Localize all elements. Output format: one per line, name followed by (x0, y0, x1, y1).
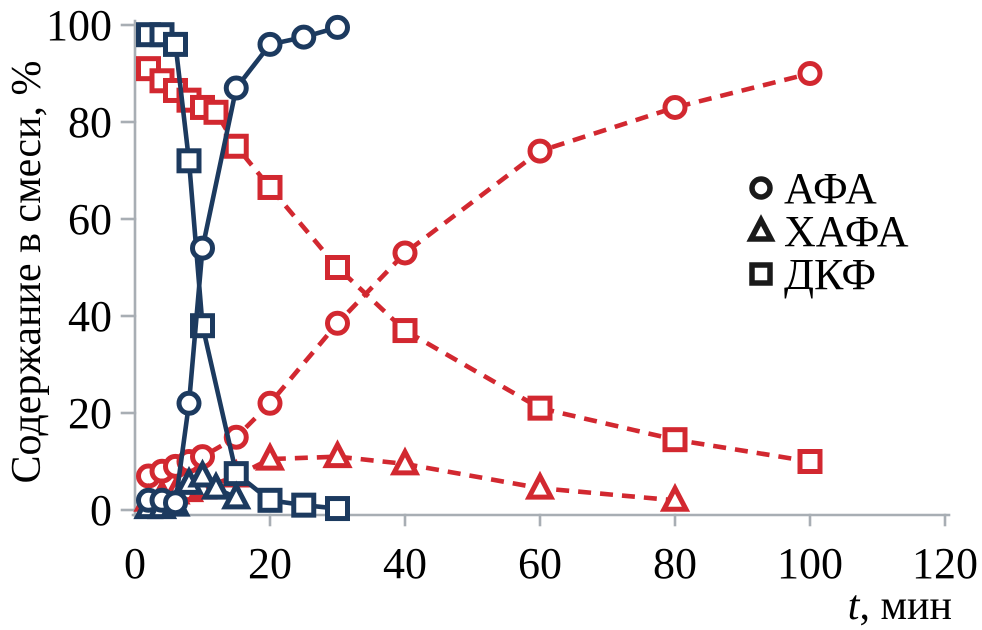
series-line-dkf-red (146, 66, 811, 464)
legend-label-1: ХАФА (784, 207, 909, 256)
y-tick-label-60: 60 (68, 195, 112, 244)
x-tick-label-60: 60 (518, 539, 562, 588)
axes (120, 19, 951, 527)
marker-circle-afa-navy (291, 24, 317, 50)
marker-triangle-hafa-navy (187, 458, 218, 488)
x-axis-title-unit: , мин (859, 583, 952, 629)
marker-square-dkf-red (257, 174, 283, 200)
series-afa-red (136, 61, 823, 489)
marker-circle-afa-navy (190, 235, 215, 261)
marker-circle-afa-red (797, 61, 823, 86)
marker-circle-afa-red (662, 94, 688, 120)
marker-square-dkf-navy (257, 487, 283, 513)
x-axis-title: t, мин (848, 582, 952, 630)
x-tick-label-20: 20 (248, 539, 292, 588)
marker-square-dkf-navy (325, 496, 350, 522)
x-tick-label-120: 120 (912, 539, 978, 588)
x-tick-label-80: 80 (653, 539, 697, 588)
marker-triangle-hafa-red (254, 441, 286, 471)
marker-triangle-hafa-red (322, 439, 353, 469)
marker-circle-afa-navy (176, 390, 202, 416)
x-tick-label-0: 0 (124, 539, 146, 588)
y-tick-label-100: 100 (46, 1, 112, 50)
series-dkf-red (136, 56, 823, 474)
marker-circle-afa-navy (325, 14, 350, 40)
marker-square-dkf-red (797, 449, 823, 474)
legend-circle-icon (749, 176, 773, 200)
marker-triangle-hafa-navy (221, 480, 252, 510)
marker-circle-afa-red (325, 310, 350, 336)
marker-square-dkf-red (203, 99, 229, 125)
y-axis-title: Содержание в смеси, % (4, 60, 50, 484)
legend-label-0: АФА (784, 164, 877, 213)
y-tick-label-20: 20 (68, 389, 112, 438)
tick-labels: 0 20 40 60 80 100 0 20 40 60 80 100 120 (46, 1, 978, 588)
marker-circle-afa-navy (223, 75, 249, 101)
marker-triangle-hafa-red (524, 470, 556, 500)
series-dkf-navy (136, 22, 350, 522)
marker-circle-afa-navy (257, 31, 283, 57)
marker-square-dkf-red (662, 427, 688, 453)
marker-square-dkf-red (325, 255, 350, 280)
legend-label-2: ДКФ (784, 250, 876, 299)
marker-square-dkf-navy (176, 148, 202, 174)
marker-circle-afa-navy (163, 490, 188, 516)
marker-square-dkf-red (392, 318, 418, 344)
marker-triangle-hafa-red (389, 446, 421, 476)
marker-triangle-hafa-navy (200, 470, 232, 500)
marker-square-dkf-red (223, 133, 249, 159)
y-tick-label-80: 80 (68, 98, 112, 147)
marker-circle-afa-red (527, 138, 553, 164)
x-tick-label-40: 40 (383, 539, 427, 588)
marker-square-dkf-red (527, 395, 553, 421)
marker-square-dkf-navy (163, 31, 188, 57)
x-axis-title-variable: t (847, 583, 860, 629)
legend-square-icon (749, 262, 773, 286)
y-tick-label-0: 0 (90, 486, 112, 535)
marker-circle-afa-red (392, 240, 418, 266)
series-afa-navy (136, 14, 350, 516)
marker-square-dkf-navy (291, 492, 317, 518)
x-tick-label-100: 100 (777, 539, 843, 588)
y-tick-label-40: 40 (68, 292, 112, 341)
marker-triangle-hafa-red (659, 482, 691, 512)
marker-circle-afa-red (257, 390, 283, 416)
legend-triangle-icon (746, 214, 776, 242)
